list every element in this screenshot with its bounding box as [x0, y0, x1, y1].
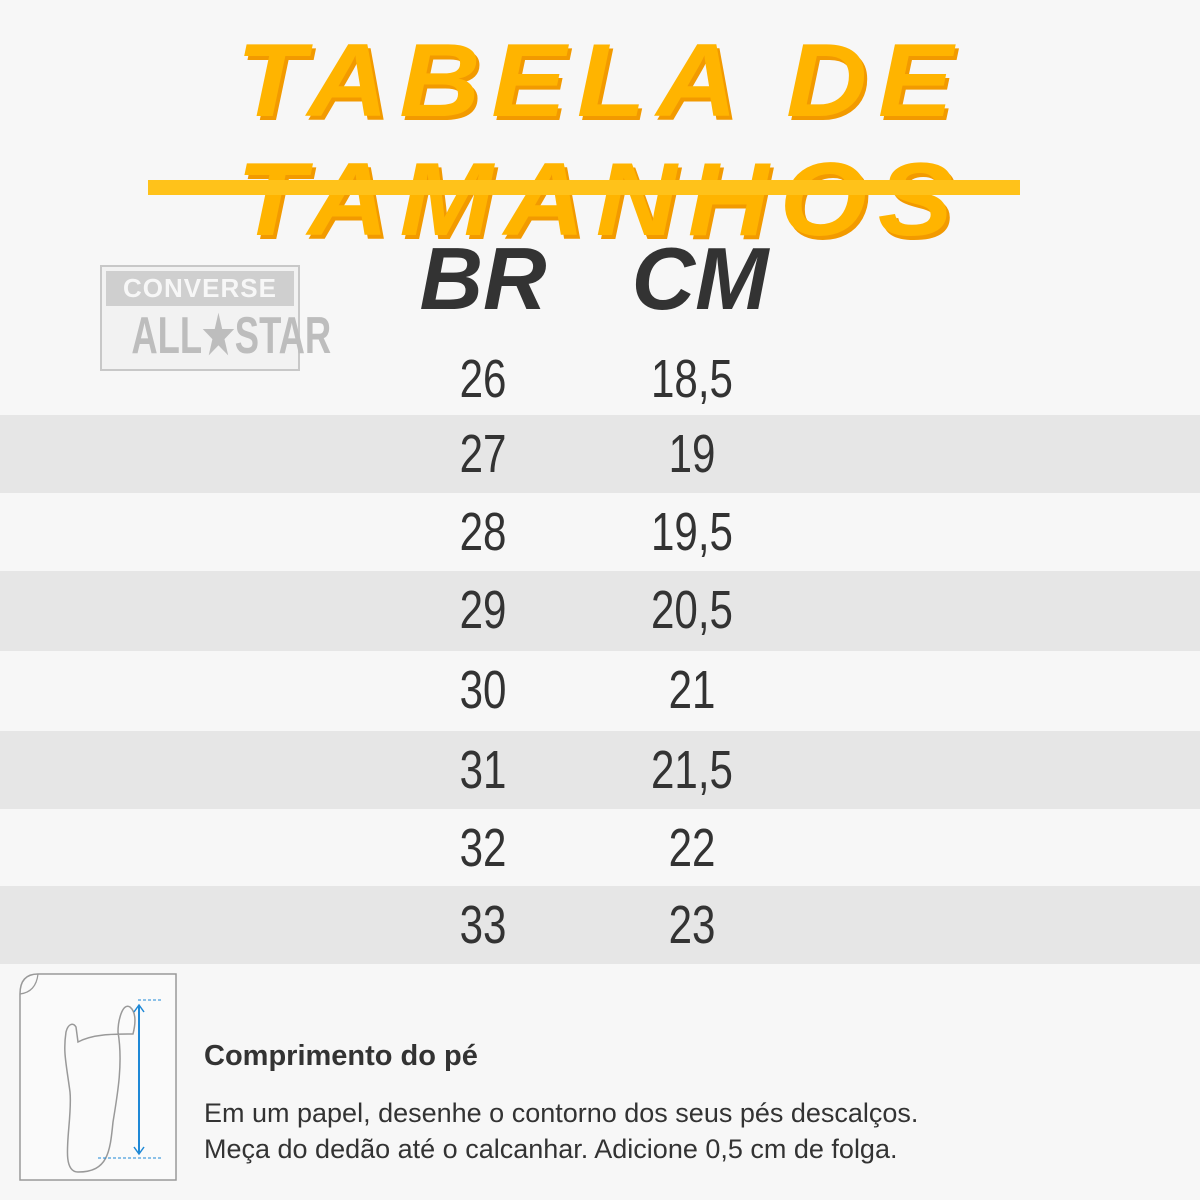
- table-row: 31 21,5: [0, 731, 1200, 809]
- cell-br: 29: [459, 580, 507, 640]
- table-row: 33 23: [0, 886, 1200, 964]
- cell-cm: 20,5: [651, 580, 733, 640]
- cell-cm: 21,5: [651, 740, 733, 800]
- cell-cm: 22: [668, 818, 716, 878]
- page-title: TABELA DE TAMANHOS: [236, 23, 964, 258]
- note-line2: Meça do dedão até o calcanhar. Adicione …: [204, 1134, 898, 1164]
- table-row: 32 22: [0, 809, 1200, 886]
- table-row: 26 18,5: [0, 340, 1200, 415]
- note-text: Em um papel, desenhe o contorno dos seus…: [204, 1095, 918, 1167]
- table-row: 27 19: [0, 415, 1200, 493]
- foot-measure-icon: [19, 973, 177, 1181]
- cell-cm: 23: [668, 895, 716, 955]
- cell-br: 31: [459, 740, 507, 800]
- cell-cm: 19,5: [651, 502, 733, 562]
- note-line1: Em um papel, desenhe o contorno dos seus…: [204, 1098, 919, 1128]
- header-cm: CM: [631, 229, 769, 328]
- table-row: 29 20,5: [0, 571, 1200, 651]
- logo-line1: CONVERSE: [106, 271, 294, 306]
- converse-all-star-logo: CONVERSE ALL★STAR: [100, 265, 331, 371]
- cell-cm: 21: [668, 660, 716, 720]
- cell-br: 32: [459, 818, 507, 878]
- cell-br: 28: [459, 502, 507, 562]
- cell-br: 30: [459, 660, 507, 720]
- cell-cm: 19: [668, 424, 716, 484]
- title-underline: [148, 180, 1020, 195]
- cell-br: 27: [459, 424, 507, 484]
- cell-br: 33: [459, 895, 507, 955]
- cell-br: 26: [459, 349, 507, 409]
- table-row: 28 19,5: [0, 493, 1200, 571]
- cell-cm: 18,5: [651, 349, 733, 409]
- header-br: BR: [419, 229, 547, 328]
- table-row: 30 21: [0, 651, 1200, 731]
- note-title: Comprimento do pé: [204, 1040, 478, 1072]
